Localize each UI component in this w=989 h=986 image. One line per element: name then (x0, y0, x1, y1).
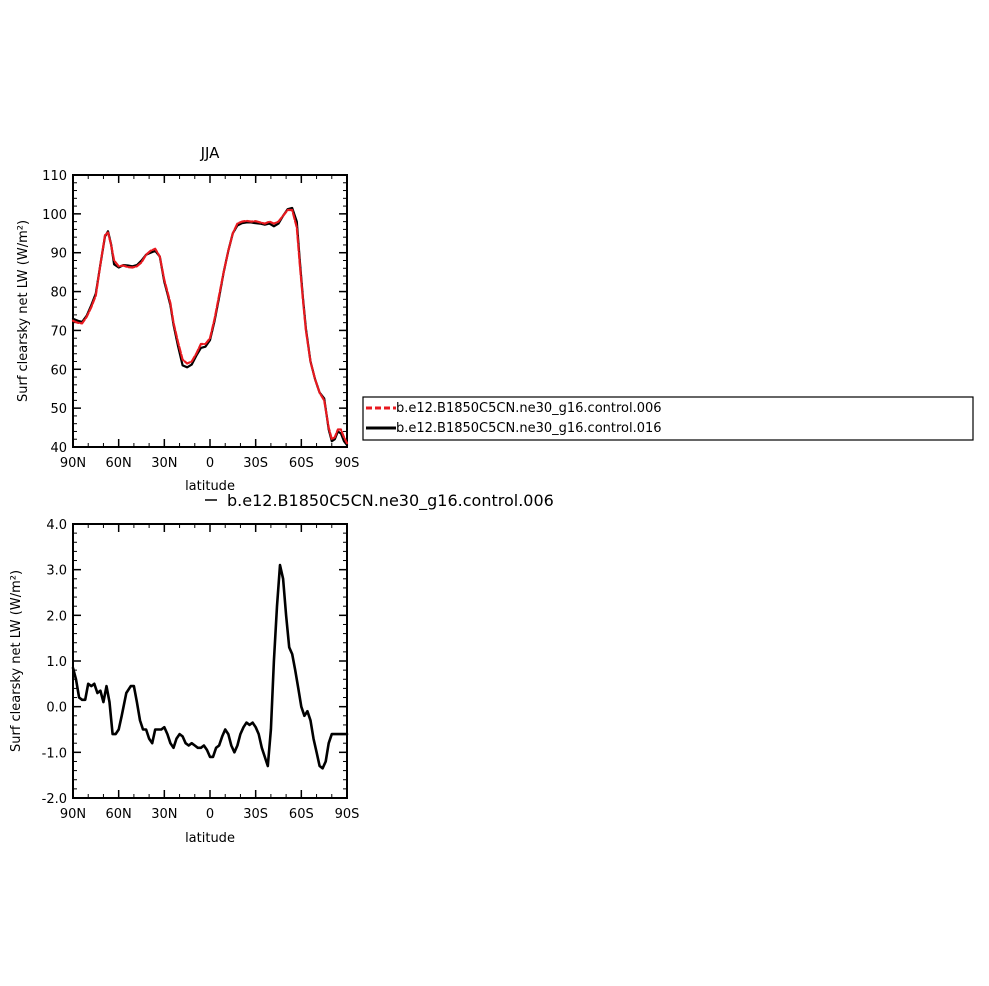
y-tick-label: 110 (42, 169, 67, 184)
legend-entry-bottom: b.e12.B1850C5CN.ne30_g16.control.006 (227, 491, 554, 511)
x-tick-label: 0 (206, 456, 214, 471)
x-tick-label: 60S (289, 807, 314, 822)
ticks-top (72, 174, 348, 448)
ticks-bottom (72, 523, 348, 799)
panel-bottom: b.e12.B1850C5CN.ne30_g16.control.006 90N… (9, 491, 554, 846)
x-tick-label: 90S (335, 807, 360, 822)
y-tick-label: -2.0 (42, 792, 67, 807)
y-tick-label: 80 (50, 286, 67, 301)
x-tick-label: 30N (151, 807, 177, 822)
y-axis-label-top: Surf clearsky net LW (W/m²) (16, 220, 31, 402)
y-tick-label: 1.0 (46, 655, 67, 670)
y-tick-label: 90 (50, 247, 67, 262)
y-tick-label: -1.0 (42, 746, 67, 761)
legend-entry-016: b.e12.B1850C5CN.ne30_g16.control.016 (396, 421, 662, 436)
y-tick-label: 100 (42, 208, 67, 223)
x-tick-label: 90S (335, 456, 360, 471)
x-tick-label: 90N (60, 807, 86, 822)
x-tick-label: 30S (243, 807, 268, 822)
x-axis-label-top: latitude (185, 479, 235, 494)
x-tick-labels-bottom: 90N 60N 30N 0 30S 60S 90S (60, 807, 360, 822)
y-tick-labels-bottom: -2.0 -1.0 0.0 1.0 2.0 3.0 4.0 (42, 518, 67, 807)
chart-title: JJA (200, 144, 221, 162)
x-tick-label: 30S (243, 456, 268, 471)
y-tick-label: 50 (50, 402, 67, 417)
x-tick-label: 60N (106, 456, 132, 471)
y-tick-label: 60 (50, 363, 67, 378)
y-tick-label: 4.0 (46, 518, 67, 533)
y-tick-labels-top: 40 50 60 70 80 90 100 110 (42, 169, 67, 456)
series-group-bottom (71, 563, 349, 770)
x-tick-label: 90N (60, 456, 86, 471)
y-tick-label: 40 (50, 441, 67, 456)
legend-entry-006: b.e12.B1850C5CN.ne30_g16.control.006 (396, 401, 662, 416)
legend-top: b.e12.B1850C5CN.ne30_g16.control.006 b.e… (362, 396, 974, 441)
panel-top: JJA 90N 60N 30N 0 30S 60S 90S 40 50 60 70 80 90 100 1… (16, 144, 359, 494)
series-line-006 (71, 208, 349, 445)
x-tick-label: 30N (151, 456, 177, 471)
x-tick-label: 60S (289, 456, 314, 471)
x-axis-label-bottom: latitude (185, 831, 235, 846)
y-tick-label: 70 (50, 324, 67, 339)
plot-frame-top (72, 174, 348, 448)
y-tick-label: 2.0 (46, 609, 67, 624)
series-group-top (71, 206, 349, 447)
y-tick-label: 3.0 (46, 564, 67, 579)
legend-frame (362, 396, 974, 441)
x-tick-label: 60N (106, 807, 132, 822)
x-tick-label: 0 (206, 807, 214, 822)
series-line-006 (71, 563, 349, 770)
y-tick-label: 0.0 (46, 701, 67, 716)
x-tick-labels-top: 90N 60N 30N 0 30S 60S 90S (60, 456, 360, 471)
y-axis-label-bottom: Surf clearsky net LW (W/m²) (9, 570, 24, 752)
